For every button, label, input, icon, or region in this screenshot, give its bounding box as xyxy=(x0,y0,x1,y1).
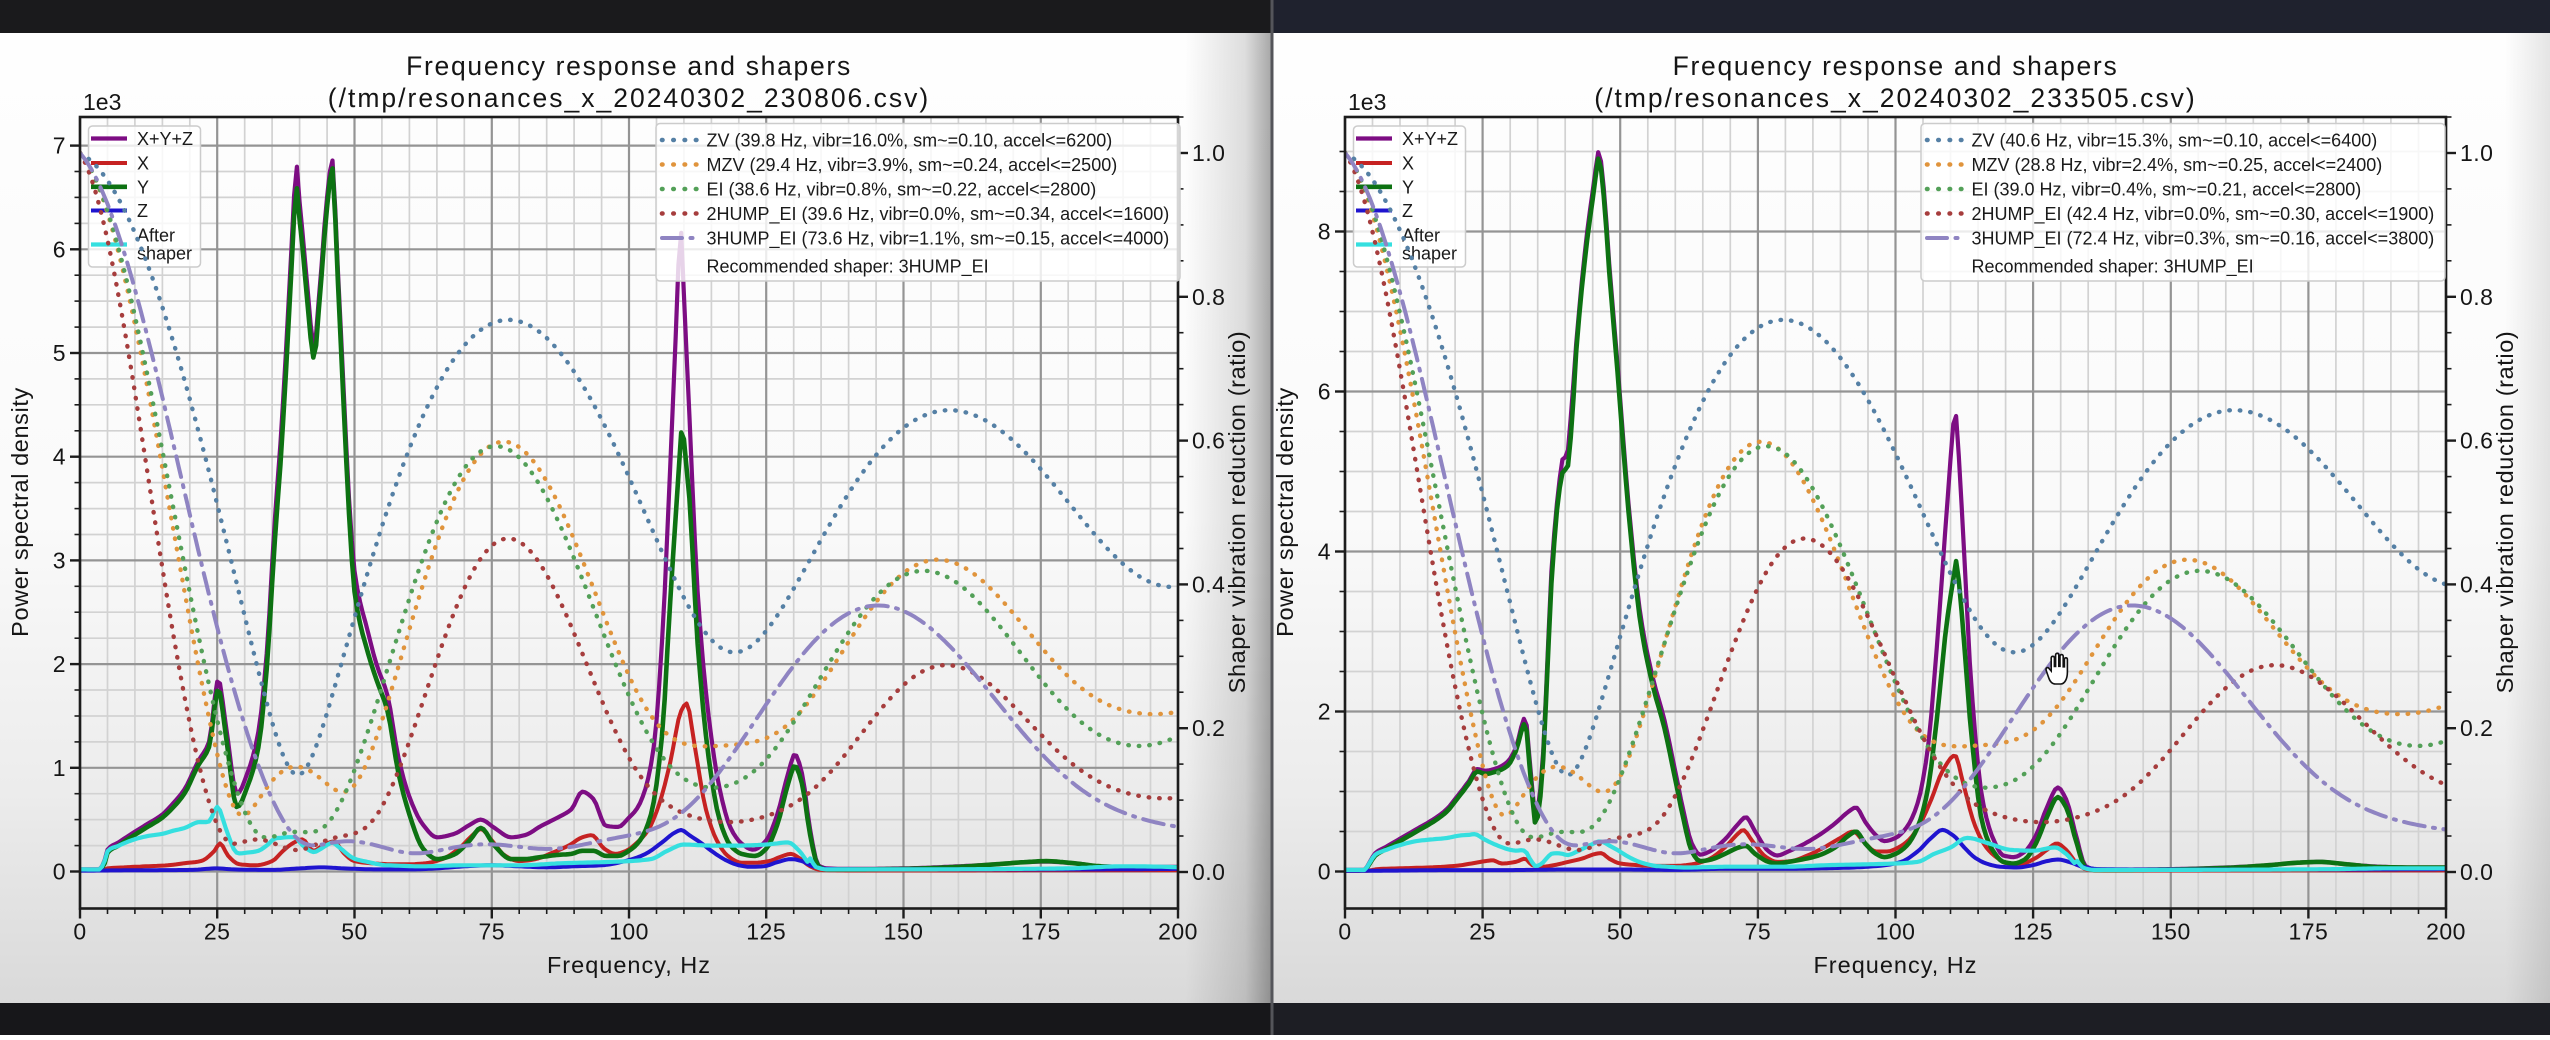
svg-text:0.0: 0.0 xyxy=(1192,859,1225,885)
svg-text:4: 4 xyxy=(53,444,66,470)
svg-text:X+Y+Z: X+Y+Z xyxy=(137,129,193,149)
svg-text:ZV (39.8 Hz, vibr=16.0%, sm~=0: ZV (39.8 Hz, vibr=16.0%, sm~=0.10, accel… xyxy=(707,131,1113,151)
svg-text:200: 200 xyxy=(2426,919,2466,945)
svg-text:shaper: shaper xyxy=(137,244,192,264)
svg-text:(/tmp/resonances_x_20240302_23: (/tmp/resonances_x_20240302_230806.csv) xyxy=(328,83,930,113)
svg-text:0: 0 xyxy=(1338,919,1351,945)
svg-text:Z: Z xyxy=(137,201,148,221)
svg-text:50: 50 xyxy=(1607,919,1634,945)
svg-text:0.4: 0.4 xyxy=(2460,571,2493,597)
svg-text:0.8: 0.8 xyxy=(1192,284,1225,310)
svg-text:6: 6 xyxy=(53,236,66,262)
svg-text:X+Y+Z: X+Y+Z xyxy=(1402,129,1458,149)
svg-text:Frequency, Hz: Frequency, Hz xyxy=(547,952,711,978)
svg-text:2: 2 xyxy=(53,651,66,677)
svg-text:200: 200 xyxy=(1158,919,1198,945)
svg-text:Y: Y xyxy=(137,177,149,197)
svg-text:Recommended shaper: 3HUMP_EI: Recommended shaper: 3HUMP_EI xyxy=(707,257,989,278)
svg-text:1.0: 1.0 xyxy=(2460,140,2493,166)
svg-text:100: 100 xyxy=(609,919,649,945)
svg-text:125: 125 xyxy=(2013,919,2053,945)
svg-text:175: 175 xyxy=(1021,919,1061,945)
svg-text:1e3: 1e3 xyxy=(83,89,121,115)
svg-text:0.2: 0.2 xyxy=(1192,715,1225,741)
svg-text:Power spectral density: Power spectral density xyxy=(1272,387,1298,637)
svg-text:Recommended shaper: 3HUMP_EI: Recommended shaper: 3HUMP_EI xyxy=(1972,257,2254,278)
svg-text:75: 75 xyxy=(479,919,506,945)
svg-text:Power spectral density: Power spectral density xyxy=(7,387,33,637)
svg-text:ZV (40.6 Hz, vibr=15.3%, sm~=0: ZV (40.6 Hz, vibr=15.3%, sm~=0.10, accel… xyxy=(1972,131,2378,151)
svg-text:6: 6 xyxy=(1318,379,1331,405)
svg-text:Shaper vibration reduction (ra: Shaper vibration reduction (ratio) xyxy=(2492,331,2518,694)
svg-text:Frequency response and shapers: Frequency response and shapers xyxy=(406,51,852,81)
svg-text:4: 4 xyxy=(1318,539,1331,565)
svg-text:1e3: 1e3 xyxy=(1348,89,1386,115)
svg-text:150: 150 xyxy=(884,919,924,945)
svg-text:shaper: shaper xyxy=(1402,244,1457,264)
svg-text:8: 8 xyxy=(1318,219,1331,245)
svg-text:3HUMP_EI (73.6 Hz, vibr=1.1%,: 3HUMP_EI (73.6 Hz, vibr=1.1%, sm~=0.15, … xyxy=(707,229,1170,250)
svg-text:25: 25 xyxy=(204,919,231,945)
svg-text:After: After xyxy=(137,226,175,246)
svg-text:7: 7 xyxy=(53,133,66,159)
svg-text:75: 75 xyxy=(1745,919,1772,945)
svg-text:100: 100 xyxy=(1876,919,1916,945)
svg-text:0.0: 0.0 xyxy=(2460,859,2493,885)
svg-text:Y: Y xyxy=(1402,177,1414,197)
svg-text:1: 1 xyxy=(53,755,66,781)
svg-text:Frequency response and shapers: Frequency response and shapers xyxy=(1673,51,2119,81)
svg-text:0.6: 0.6 xyxy=(2460,428,2493,454)
svg-text:Z: Z xyxy=(1402,201,1413,221)
svg-text:0.2: 0.2 xyxy=(2460,715,2493,741)
svg-text:2HUMP_EI (42.4 Hz, vibr=0.0%,: 2HUMP_EI (42.4 Hz, vibr=0.0%, sm~=0.30, … xyxy=(1972,204,2435,225)
svg-text:150: 150 xyxy=(2151,919,2191,945)
svg-text:MZV (28.8 Hz, vibr=2.4%, sm~=0: MZV (28.8 Hz, vibr=2.4%, sm~=0.25, accel… xyxy=(1972,155,2383,175)
svg-text:MZV (29.4 Hz, vibr=3.9%, sm~=0: MZV (29.4 Hz, vibr=3.9%, sm~=0.24, accel… xyxy=(707,155,1118,175)
svg-text:0.8: 0.8 xyxy=(2460,284,2493,310)
svg-text:175: 175 xyxy=(2288,919,2328,945)
svg-text:0: 0 xyxy=(53,859,66,885)
svg-text:X: X xyxy=(1402,154,1414,174)
svg-text:125: 125 xyxy=(746,919,786,945)
svg-text:X: X xyxy=(137,154,149,174)
svg-text:Shaper vibration reduction (ra: Shaper vibration reduction (ratio) xyxy=(1224,331,1250,694)
svg-text:Frequency, Hz: Frequency, Hz xyxy=(1813,952,1977,978)
svg-text:EI (38.6 Hz, vibr=0.8%, sm~=0.: EI (38.6 Hz, vibr=0.8%, sm~=0.22, accel<… xyxy=(707,180,1097,200)
svg-text:0: 0 xyxy=(1318,859,1331,885)
svg-text:3: 3 xyxy=(53,547,66,573)
svg-text:2: 2 xyxy=(1318,699,1331,725)
svg-text:3HUMP_EI (72.4 Hz, vibr=0.3%,: 3HUMP_EI (72.4 Hz, vibr=0.3%, sm~=0.16, … xyxy=(1972,229,2435,250)
svg-text:0.6: 0.6 xyxy=(1192,428,1225,454)
svg-text:25: 25 xyxy=(1469,919,1496,945)
svg-text:EI (39.0 Hz, vibr=0.4%, sm~=0.: EI (39.0 Hz, vibr=0.4%, sm~=0.21, accel<… xyxy=(1972,180,2362,200)
svg-text:2HUMP_EI (39.6 Hz, vibr=0.0%,: 2HUMP_EI (39.6 Hz, vibr=0.0%, sm~=0.34, … xyxy=(707,204,1170,225)
svg-text:1.0: 1.0 xyxy=(1192,140,1225,166)
svg-text:5: 5 xyxy=(53,340,66,366)
svg-text:After: After xyxy=(1402,226,1440,246)
svg-text:(/tmp/resonances_x_20240302_23: (/tmp/resonances_x_20240302_233505.csv) xyxy=(1594,83,2196,113)
svg-text:50: 50 xyxy=(341,919,368,945)
svg-text:0.4: 0.4 xyxy=(1192,571,1225,597)
svg-text:0: 0 xyxy=(73,919,86,945)
